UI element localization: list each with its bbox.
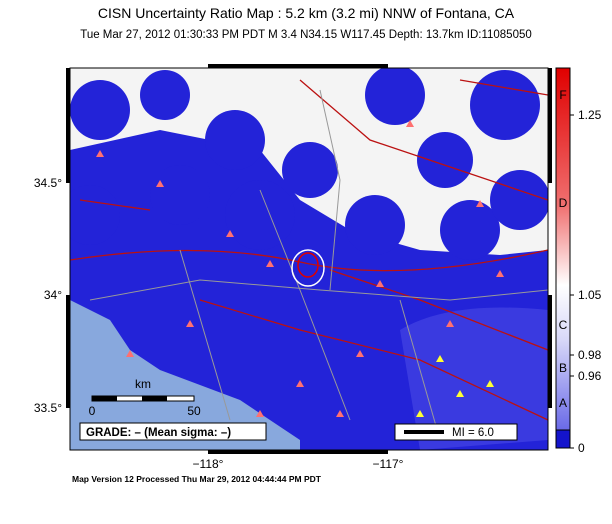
colorbar-value: 0.96 [578,369,602,383]
colorbar-value: 1.25 [578,108,602,122]
lat-label: 34° [44,288,62,302]
grade-letter: F [559,88,566,102]
map [70,68,548,450]
grade-letter: C [559,318,568,332]
title: CISN Uncertainty Ratio Map : 5.2 km (3.2… [98,5,515,21]
mmi-legend: MI = 6.0 [452,427,494,439]
scale-unit: km [135,377,151,391]
lon-label: −117° [373,457,404,471]
grade-letter: D [559,196,568,210]
mmi-box [394,423,518,441]
grade: GRADE: – (Mean sigma: –) [86,427,231,439]
colorbar-value: 0.98 [578,348,602,362]
scale-end: 50 [187,404,201,418]
grade-letter: A [559,396,567,410]
lon-label: −118° [193,457,224,471]
footer: Map Version 12 Processed Thu Mar 29, 201… [72,474,322,484]
scale-start: 0 [89,404,96,418]
lat-label: 33.5° [34,401,62,415]
colorbar: F D C B A 1.25 1.05 0.98 0.96 0 [555,67,602,455]
lat-label: 34.5° [34,176,62,190]
colorbar-value: 1.05 [578,288,602,302]
scale-bar: km 0 50 [89,377,201,418]
colorbar-value: 0 [578,441,585,455]
subtitle: Tue Mar 27, 2012 01:30:33 PM PDT M 3.4 N… [80,29,532,41]
grade-box [79,422,267,441]
grade-letter: B [559,361,567,375]
